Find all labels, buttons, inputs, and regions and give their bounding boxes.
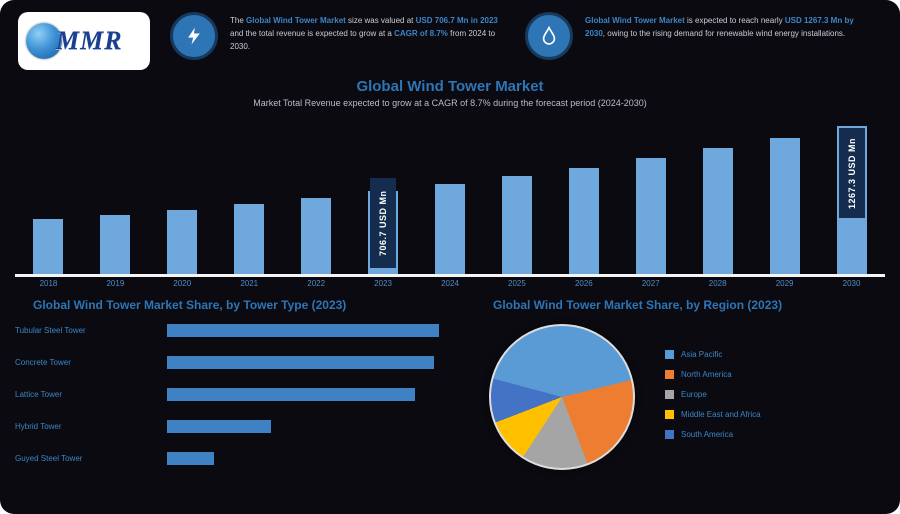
x-axis-labels: 2018 2019 2020 2021 2022 2023 2024 2025 2026 2027… xyxy=(15,279,885,288)
share-row: Guyed Steel Tower xyxy=(15,452,463,465)
chart-title: Global Wind Tower Market xyxy=(356,78,544,95)
share-row-track xyxy=(167,420,463,433)
x-axis-line xyxy=(15,274,885,277)
share-bar xyxy=(167,452,214,465)
bar xyxy=(635,158,666,274)
bar xyxy=(702,148,733,274)
legend-item: Europe xyxy=(665,390,761,399)
share-row: Lattice Tower xyxy=(15,388,463,401)
share-row-track xyxy=(167,452,463,465)
share-row: Hybrid Tower xyxy=(15,420,463,433)
axis-year-label: 2030 xyxy=(842,279,861,288)
share-bar xyxy=(167,420,271,433)
share-row: Concrete Tower xyxy=(15,356,463,369)
share-row-label: Lattice Tower xyxy=(15,390,62,399)
bar xyxy=(167,210,198,274)
bar xyxy=(100,215,131,274)
logo-text: MMR xyxy=(56,26,123,55)
bottom-section: Global Wind Tower Market Share, by Tower… xyxy=(0,288,900,484)
share-row-label: Tubular Steel Tower xyxy=(15,326,86,335)
legend-swatch xyxy=(665,410,674,419)
share-bar xyxy=(167,356,434,369)
header-info-item: Global Wind Tower Market is expected to … xyxy=(525,12,860,60)
axis-year-label: 2029 xyxy=(775,279,794,288)
bar-column xyxy=(149,112,216,274)
legend-label: Asia Pacific xyxy=(681,350,723,359)
mmr-logo: MMR xyxy=(18,12,150,70)
flame-icon xyxy=(525,12,573,60)
bar xyxy=(568,168,599,274)
info-text: Global Wind Tower Market is expected to … xyxy=(585,16,854,38)
legend-swatch xyxy=(665,390,674,399)
share-row-label: Guyed Steel Tower xyxy=(15,454,83,463)
bar xyxy=(769,138,800,274)
region-chart-title: Global Wind Tower Market Share, by Regio… xyxy=(493,298,783,312)
value-annotation: 706.7 USD Mn xyxy=(370,178,397,268)
value-annotation: 1267.3 USD Mn xyxy=(838,128,865,218)
region-pie-block: Asia Pacific North America Europe Middle Ea… xyxy=(475,324,885,470)
bar-chart: 706.7 USD Mn 1267.3 USD Mn xyxy=(15,112,885,274)
bar xyxy=(434,184,465,274)
legend-label: Europe xyxy=(681,390,707,399)
bar-column xyxy=(684,112,751,274)
legend-label: Middle East and Africa xyxy=(681,410,761,419)
legend-label: North America xyxy=(681,370,732,379)
axis-year-label: 2019 xyxy=(106,279,125,288)
lightning-icon xyxy=(170,12,218,60)
share-row-track xyxy=(167,388,463,401)
legend-swatch xyxy=(665,430,674,439)
bar-column xyxy=(483,112,550,274)
bar xyxy=(33,219,64,274)
bar-column xyxy=(283,112,350,274)
axis-year-label: 2025 xyxy=(508,279,526,288)
legend-item: North America xyxy=(665,370,761,379)
chart-subtitle: Market Total Revenue expected to grow at… xyxy=(253,98,647,108)
axis-year-label: 2018 xyxy=(39,279,58,288)
header-info-item: The Global Wind Tower Market size was va… xyxy=(170,12,505,60)
legend-swatch xyxy=(665,350,674,359)
axis-year-label: 2024 xyxy=(441,279,459,288)
header: MMR The Global Wind Tower Market size wa… xyxy=(0,0,900,70)
bar xyxy=(501,176,532,274)
legend-item: South America xyxy=(665,430,761,439)
share-row-track xyxy=(167,324,463,337)
legend-label: South America xyxy=(681,430,734,439)
share-row-track xyxy=(167,356,463,369)
bar-column: 706.7 USD Mn xyxy=(350,112,417,274)
legend-swatch xyxy=(665,370,674,379)
bar-column xyxy=(550,112,617,274)
axis-year-label: 2026 xyxy=(574,279,593,288)
axis-year-label: 2020 xyxy=(173,279,192,288)
bar xyxy=(234,204,265,274)
axis-year-label: 2021 xyxy=(240,279,259,288)
bar-column xyxy=(216,112,283,274)
tower-type-bar-chart: Tubular Steel Tower Concrete Tower Lattice… xyxy=(15,324,463,465)
axis-year-label: 2028 xyxy=(708,279,727,288)
axis-year-label: 2022 xyxy=(307,279,326,288)
legend-item: Asia Pacific xyxy=(665,350,761,359)
bar-column xyxy=(15,112,82,274)
pie-legend: Asia Pacific North America Europe Middle Ea… xyxy=(665,350,761,450)
share-row-label: Concrete Tower xyxy=(15,358,71,367)
share-bar xyxy=(167,388,415,401)
tower-type-panel: Global Wind Tower Market Share, by Tower… xyxy=(15,294,463,484)
legend-item: Middle East and Africa xyxy=(665,410,761,419)
region-panel: Global Wind Tower Market Share, by Regio… xyxy=(475,294,885,484)
globe-icon xyxy=(26,23,62,59)
share-row: Tubular Steel Tower xyxy=(15,324,463,337)
info-text: The Global Wind Tower Market size was va… xyxy=(230,16,498,51)
bar xyxy=(301,198,332,274)
region-pie-chart xyxy=(489,324,635,470)
share-bar xyxy=(167,324,439,337)
bar-column: 1267.3 USD Mn xyxy=(818,112,885,274)
axis-year-label: 2023 xyxy=(374,279,392,288)
tower-type-chart-title: Global Wind Tower Market Share, by Tower… xyxy=(33,298,347,312)
bar-column xyxy=(417,112,484,274)
share-row-label: Hybrid Tower xyxy=(15,422,62,431)
bar-column xyxy=(82,112,149,274)
bar-column xyxy=(751,112,818,274)
axis-year-label: 2027 xyxy=(641,279,660,288)
bar-column xyxy=(617,112,684,274)
